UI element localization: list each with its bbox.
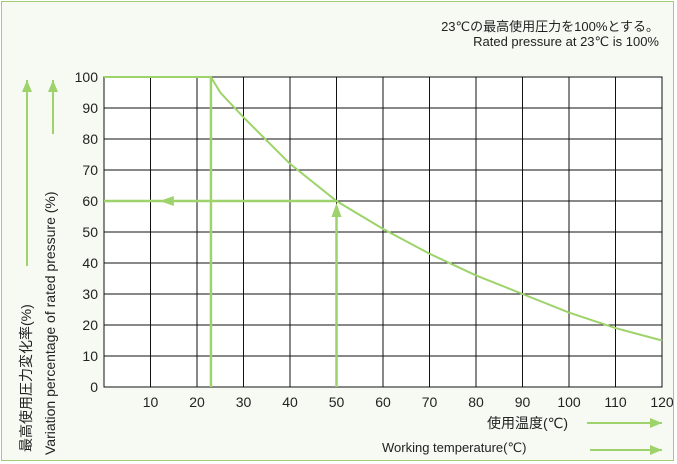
x-tick-label: 40 (282, 394, 298, 410)
y-tick-label: 80 (82, 131, 98, 147)
x-axis-label-en: Working temperature(℃) (382, 440, 527, 455)
note-jp: 23℃の最高使用圧力を100%とする。 (441, 19, 659, 34)
y-tick-label: 90 (82, 100, 98, 116)
plot-border (103, 76, 663, 388)
left-arrowhead (159, 196, 174, 206)
y-axis-en-arrow-head (48, 80, 58, 92)
note-en: Rated pressure at 23℃ is 100% (473, 34, 659, 49)
y-tick-label: 30 (82, 286, 98, 302)
x-tick-label: 70 (422, 394, 438, 410)
y-axis-label-en: Variation percentage of rated pressure (… (42, 191, 58, 455)
up-arrowhead (331, 203, 342, 217)
x-tick-label: 10 (143, 394, 159, 410)
x-axis-label-jp: 使用温度(℃) (487, 415, 569, 431)
y-tick-label: 60 (82, 193, 98, 209)
x-tick-label: 90 (515, 394, 531, 410)
x-axis-jp-arrow-head (650, 418, 662, 428)
x-tick-label: 110 (604, 394, 627, 410)
x-tick-label: 20 (189, 394, 205, 410)
series-line (104, 76, 663, 342)
y-tick-label: 0 (90, 379, 98, 395)
x-tick-label: 120 (650, 394, 674, 410)
x-tick-label: 30 (236, 394, 252, 410)
x-tick-label: 50 (329, 394, 345, 410)
x-tick-label: 100 (557, 394, 581, 410)
x-tick-label: 60 (375, 394, 391, 410)
y-tick-label: 40 (82, 255, 98, 271)
x-tick-label: 80 (468, 394, 484, 410)
y-tick-label: 10 (82, 348, 98, 364)
y-tick-label: 70 (82, 162, 98, 178)
y-axis-jp-arrow-head (22, 80, 32, 92)
y-axis-label-jp: 最高使用圧力変化率(%) (18, 304, 34, 452)
x-axis-en-arrow-head (650, 445, 662, 455)
y-tick-label: 20 (82, 317, 98, 333)
y-tick-label: 100 (75, 69, 99, 85)
y-tick-label: 50 (82, 224, 98, 240)
